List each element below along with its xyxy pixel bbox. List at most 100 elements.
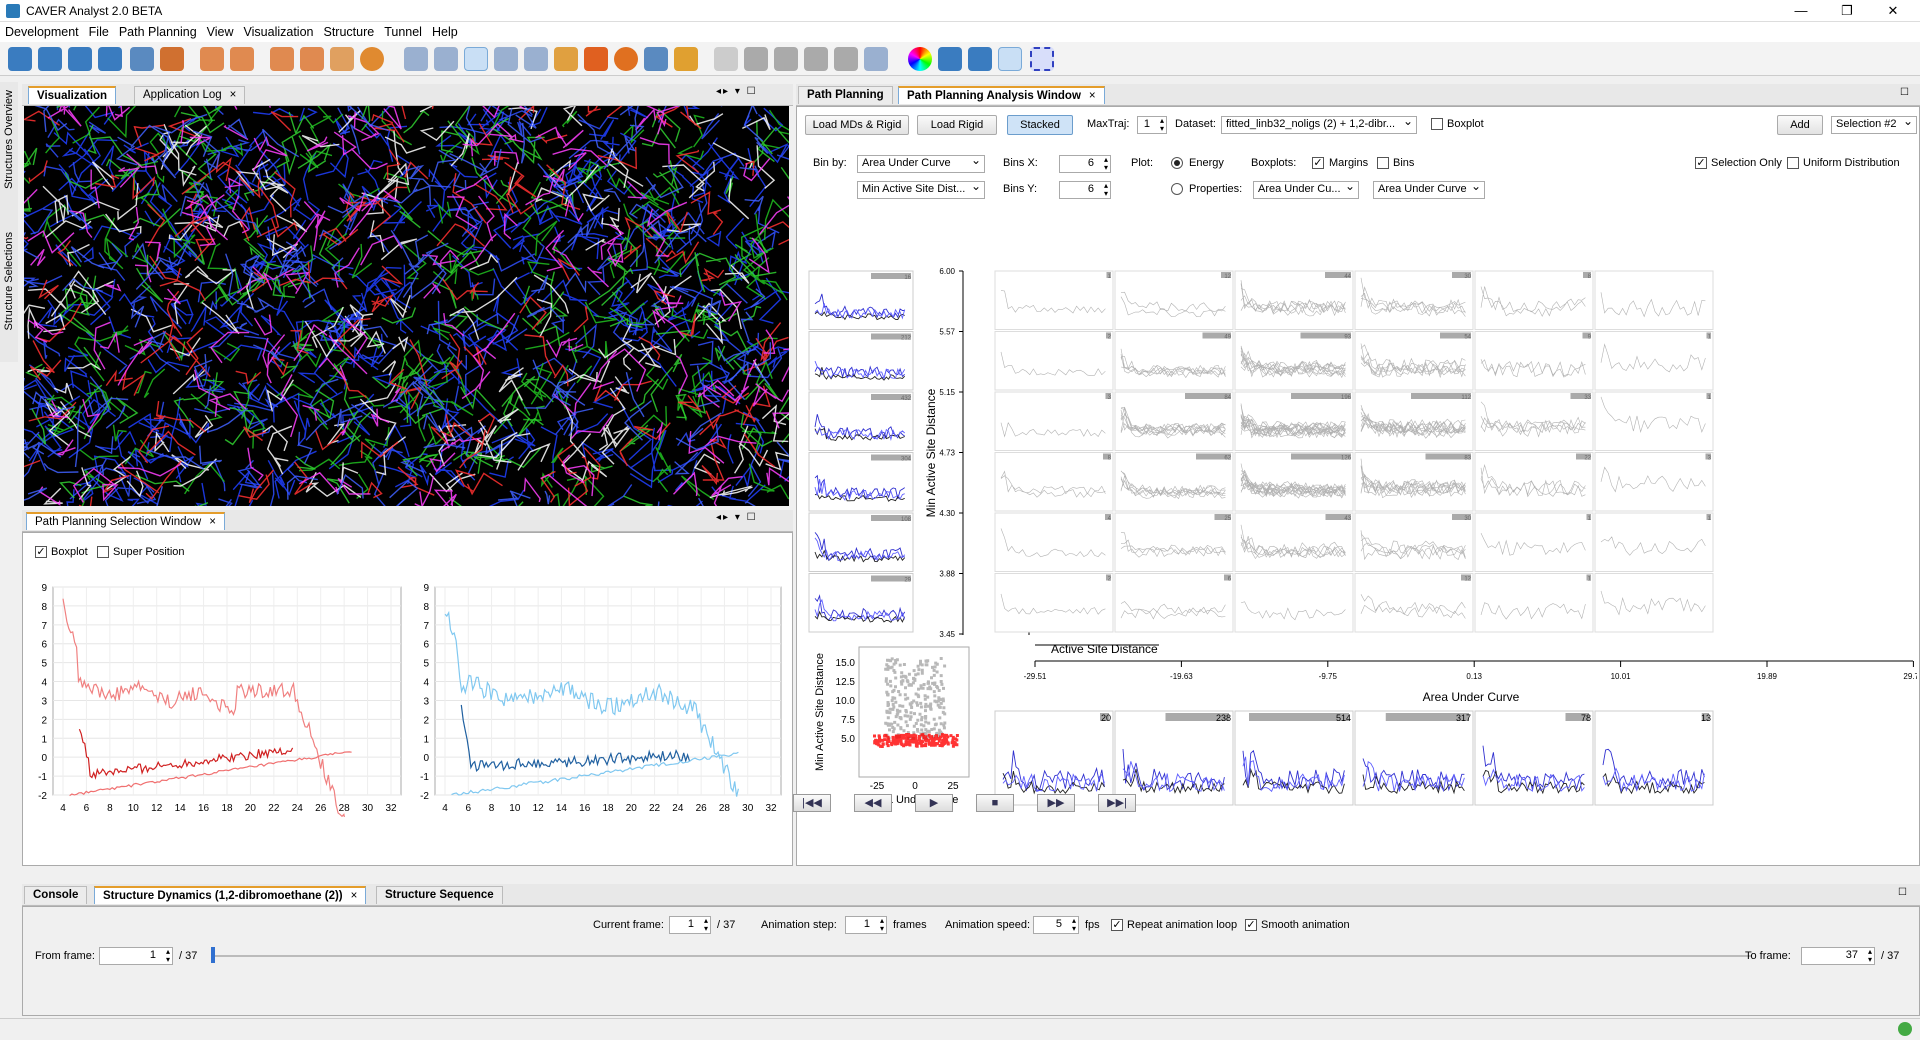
stacked-button[interactable]: Stacked — [1007, 115, 1073, 135]
menu-help[interactable]: Help — [431, 25, 458, 39]
save-icon[interactable] — [68, 47, 92, 71]
menu-development[interactable]: Development — [5, 25, 79, 39]
fork-icon[interactable] — [834, 47, 858, 71]
menu-view[interactable]: View — [206, 25, 234, 39]
boxplot-checkbox[interactable]: ✓ — [35, 546, 47, 558]
tab-structure-dynamics[interactable]: Structure Dynamics (1,2-dibromoethane (2… — [94, 886, 367, 904]
ring-icon[interactable] — [360, 47, 384, 71]
color-wheel-icon[interactable] — [908, 47, 932, 71]
forward-button[interactable]: ▶▶ — [1037, 794, 1075, 812]
frame-slider-track[interactable] — [211, 955, 1751, 957]
load-rigid-button[interactable]: Load Rigid — [917, 115, 997, 135]
branch-icon[interactable] — [804, 47, 828, 71]
tab-selection-window[interactable]: Path Planning Selection Window × — [26, 512, 225, 530]
copy-icon[interactable] — [200, 47, 224, 71]
tab-structure-sequence[interactable]: Structure Sequence — [376, 886, 503, 904]
load-mds-rigid-button[interactable]: Load MDs & Rigid — [805, 115, 909, 135]
settings-icon[interactable] — [300, 47, 324, 71]
ballstick-icon[interactable] — [584, 47, 608, 71]
bins-checkbox[interactable] — [1377, 157, 1389, 169]
minimize-icon[interactable]: — — [1794, 3, 1808, 18]
close-icon[interactable]: ✕ — [1887, 3, 1899, 18]
bins-y-spinner[interactable]: 6 — [1059, 181, 1111, 199]
menu-tunnel[interactable]: Tunnel — [384, 25, 422, 39]
from-frame-spinner[interactable]: 1 — [99, 947, 173, 965]
backbone-icon[interactable] — [464, 47, 488, 71]
open-icon[interactable] — [8, 47, 32, 71]
animation-speed-spinner[interactable]: 5 — [1033, 916, 1079, 934]
stop-button[interactable]: ■ — [976, 794, 1014, 812]
bins-x-spinner[interactable]: 6 — [1059, 155, 1111, 173]
surface-icon[interactable] — [644, 47, 668, 71]
tunnel-icon[interactable] — [674, 47, 698, 71]
maxtraj-spinner[interactable]: 1 — [1137, 116, 1167, 134]
panel-nav-icon[interactable]: ◂▸ ▾ ☐ — [716, 86, 758, 97]
paste-icon[interactable] — [230, 47, 254, 71]
last-frame-button[interactable]: ▶▶| — [1098, 794, 1136, 812]
rewind-button[interactable]: ◀◀ — [854, 794, 892, 812]
menu-structure[interactable]: Structure — [323, 25, 375, 39]
tools-icon[interactable] — [160, 47, 184, 71]
cartoon-icon[interactable] — [524, 47, 548, 71]
side-tab-structure-selections[interactable]: Structure Selections — [3, 232, 15, 331]
tab-visualization[interactable]: Visualization — [28, 86, 117, 104]
uniform-distribution-checkbox[interactable] — [1787, 157, 1799, 169]
molecule-canvas[interactable] — [0, 66, 815, 546]
molecule-icon[interactable] — [270, 47, 294, 71]
animation-step-spinner[interactable]: 1 — [845, 916, 887, 934]
panel-nav-icon[interactable]: ◂▸ ▾ ☐ — [716, 512, 758, 523]
super-position-checkbox[interactable] — [97, 546, 109, 558]
save-as-icon[interactable] — [98, 47, 122, 71]
property2-select[interactable]: Area Under Curve — [1373, 181, 1485, 199]
atoms-icon[interactable] — [968, 47, 992, 71]
path-icon[interactable] — [744, 47, 768, 71]
ligand-icon[interactable] — [714, 47, 738, 71]
wireframe-icon[interactable] — [404, 47, 428, 71]
boxplot-checkbox[interactable] — [1431, 118, 1443, 130]
properties-radio[interactable] — [1171, 183, 1183, 195]
maximize-panel-icon[interactable]: ☐ — [1900, 87, 1909, 98]
margins-checkbox[interactable]: ✓ — [1312, 157, 1324, 169]
play-button[interactable]: ▶ — [915, 794, 953, 812]
repeat-loop-checkbox[interactable]: ✓ — [1111, 919, 1123, 931]
selection-only-checkbox[interactable]: ✓ — [1695, 157, 1707, 169]
first-frame-button[interactable]: |◀◀ — [793, 794, 831, 812]
close-icon[interactable]: × — [209, 516, 216, 528]
close-icon[interactable]: × — [1088, 90, 1096, 102]
camera-icon[interactable] — [938, 47, 962, 71]
network-icon[interactable] — [998, 47, 1022, 71]
menu-path-planning[interactable]: Path Planning — [118, 25, 197, 39]
chart-icon[interactable] — [330, 47, 354, 71]
stick-icon[interactable] — [434, 47, 458, 71]
sphere-icon[interactable] — [614, 47, 638, 71]
to-frame-spinner[interactable]: 37 — [1801, 947, 1875, 965]
ribbon-icon[interactable] — [494, 47, 518, 71]
tab-console[interactable]: Console — [24, 886, 88, 904]
menu-visualization[interactable]: Visualization — [243, 25, 314, 39]
open-folder-icon[interactable] — [38, 47, 62, 71]
trajectory-icon[interactable] — [774, 47, 798, 71]
dataset-select[interactable]: fitted_linb32_noligs (2) + 1,2-dibr... — [1221, 116, 1417, 134]
select-region-icon[interactable] — [1030, 47, 1054, 71]
selection-select[interactable]: Selection #2 — [1831, 116, 1917, 134]
trajectory-grid[interactable]: 16212432304108296.005.575.154.734.303.88… — [801, 207, 1917, 865]
menu-file[interactable]: File — [88, 25, 109, 39]
close-icon[interactable]: × — [350, 890, 358, 902]
refresh-icon[interactable] — [864, 47, 888, 71]
maximize-icon[interactable]: ❐ — [1841, 3, 1853, 18]
search-icon[interactable] — [130, 47, 154, 71]
property1-select[interactable]: Area Under Cu... — [1253, 181, 1359, 199]
bin-y-select[interactable]: Min Active Site Dist... — [857, 181, 985, 199]
smooth-animation-checkbox[interactable]: ✓ — [1245, 919, 1257, 931]
bin-x-select[interactable]: Area Under Curve — [857, 155, 985, 173]
frame-slider-thumb[interactable] — [211, 947, 215, 963]
energy-radio[interactable] — [1171, 157, 1183, 169]
tab-path-planning[interactable]: Path Planning — [798, 86, 893, 104]
maximize-panel-icon[interactable]: ☐ — [1898, 887, 1907, 898]
tube-icon[interactable] — [554, 47, 578, 71]
side-tab-structures-overview[interactable]: Structures Overview — [3, 90, 15, 190]
molecule-viewport[interactable] — [0, 66, 815, 546]
current-frame-spinner[interactable]: 1 — [669, 916, 711, 934]
tab-analysis-window[interactable]: Path Planning Analysis Window × — [898, 86, 1105, 104]
